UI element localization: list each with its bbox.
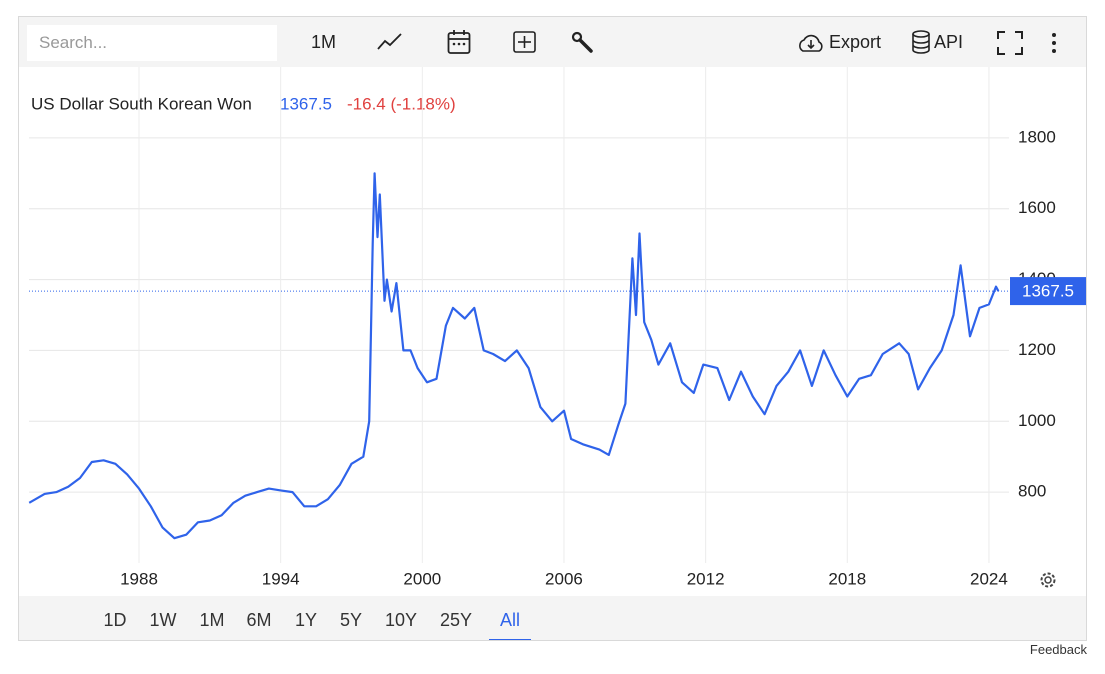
widget: Search... 1M Export API 1D 1W 1M 6M 1Y 5Y 10Y 2… bbox=[18, 16, 1087, 641]
y-tick-label: 1000 bbox=[1018, 411, 1056, 430]
x-tick-label: 1988 bbox=[120, 569, 158, 588]
x-tick-label: 2024 bbox=[970, 569, 1008, 588]
cloud-icon[interactable] bbox=[796, 32, 826, 54]
last-value-label: 1367.5 bbox=[1022, 282, 1074, 301]
line-series bbox=[28, 172, 1000, 540]
x-tick-label: 2006 bbox=[545, 569, 583, 588]
y-tick-label: 1600 bbox=[1018, 198, 1056, 217]
interval-button[interactable]: 1M bbox=[311, 32, 337, 52]
api-button[interactable]: API bbox=[934, 32, 964, 52]
range-button[interactable]: 1D bbox=[103, 610, 127, 630]
range-button[interactable]: 5Y bbox=[339, 610, 363, 630]
search-box[interactable]: Search... bbox=[27, 25, 277, 61]
last-value: 1367.5 bbox=[280, 94, 332, 113]
range-button[interactable]: 1M bbox=[199, 610, 225, 630]
chart-title: US Dollar South Korean Won bbox=[31, 94, 252, 113]
y-tick-label: 1200 bbox=[1018, 340, 1056, 359]
y-tick-label: 800 bbox=[1018, 482, 1046, 501]
x-tick-label: 2012 bbox=[687, 569, 725, 588]
fullscreen-icon[interactable] bbox=[997, 31, 1023, 55]
menu-icon[interactable] bbox=[1049, 32, 1059, 54]
range-button[interactable]: 1W bbox=[149, 610, 177, 630]
last-value-box bbox=[1010, 277, 1086, 306]
range-button[interactable]: 10Y bbox=[384, 610, 418, 630]
x-tick-label: 1994 bbox=[262, 569, 300, 588]
x-tick-label: 2000 bbox=[403, 569, 441, 588]
x-tick-label: 2018 bbox=[828, 569, 866, 588]
database-icon[interactable] bbox=[911, 30, 931, 54]
y-tick-label: 1800 bbox=[1018, 127, 1056, 146]
change: -16.4 (-1.18%) bbox=[347, 94, 456, 113]
range-button[interactable]: All bbox=[489, 596, 531, 640]
wrench-icon[interactable] bbox=[571, 31, 595, 55]
range-button[interactable]: 25Y bbox=[439, 610, 473, 630]
range-button[interactable]: 1Y bbox=[294, 610, 318, 630]
add-icon[interactable] bbox=[513, 31, 537, 53]
settings-icon[interactable] bbox=[1040, 572, 1056, 588]
export-button[interactable]: Export bbox=[829, 32, 882, 52]
calendar-icon[interactable] bbox=[447, 29, 471, 55]
range-button[interactable]: 6M bbox=[246, 610, 272, 630]
feedback-link[interactable]: Feedback bbox=[1029, 642, 1087, 657]
line-icon[interactable] bbox=[376, 31, 404, 53]
toolbar: Search... 1M Export API bbox=[19, 17, 1086, 67]
range-bar: 1D 1W 1M 6M 1Y 5Y 10Y 25Y All bbox=[19, 596, 1086, 640]
